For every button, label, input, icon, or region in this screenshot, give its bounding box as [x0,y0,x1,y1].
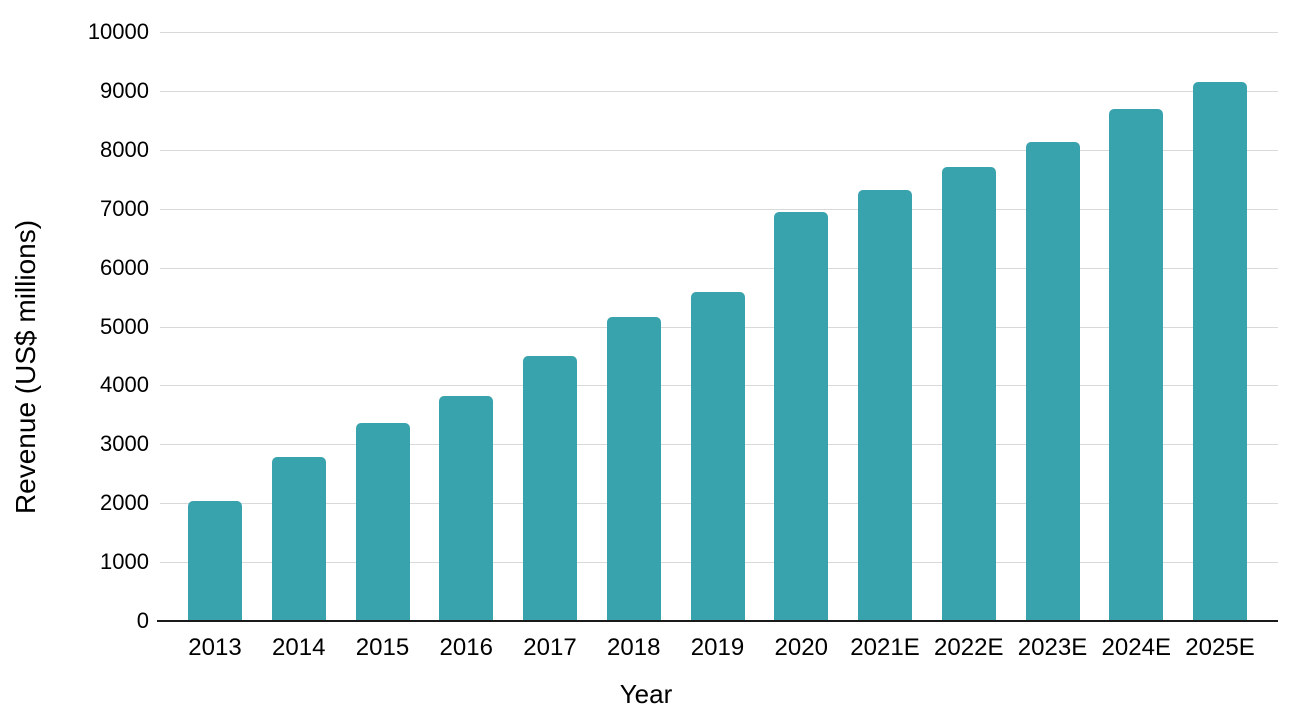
x-tick-label: 2022E [934,634,1004,661]
x-tick-label: 2016 [439,634,493,661]
y-tick-label: 5000 [100,313,149,339]
bar-2015 [355,422,410,621]
y-tick-label: 2000 [100,490,149,516]
bar-2021e [858,190,912,621]
bar-2016 [439,396,494,621]
gridline [160,208,1278,210]
gridline [160,32,1278,33]
y-tick-label: 6000 [100,254,149,280]
x-tick-label: 2023E [1017,634,1088,661]
y-tick-label: 1000 [100,549,149,575]
gridline [160,90,1278,92]
x-tick-label: 2020 [774,634,828,661]
x-tick-label: 2024E [1101,634,1171,661]
x-axis-line [157,620,1278,622]
x-tick-label: 2025E [1185,634,1255,661]
y-axis-title: Revenue (US$ millions) [10,219,41,515]
x-tick-label: 2015 [355,634,410,661]
bar-2019 [690,292,745,621]
x-tick-label: 2014 [272,634,326,661]
bar-2023e [1025,141,1080,621]
gridline [160,267,1278,269]
bar-2025e [1193,82,1247,621]
x-tick-label: 2013 [188,634,242,661]
y-tick-label: 0 [136,608,149,633]
bar-2020 [774,211,829,621]
bar-2018 [606,316,661,621]
y-tick-label: 10000 [87,19,149,44]
bar-2014 [271,457,326,621]
x-tick-label: 2018 [607,634,661,661]
x-tick-label: 2017 [523,634,577,661]
plot-area: 0 1000 2000 3000 4000 5000 6000 7000 8000 9000 100… [88,21,1278,661]
gridline [160,149,1278,151]
x-axis-title: Year [619,679,673,709]
y-tick-label: 9000 [100,77,149,103]
x-tick-label: 2019 [690,634,745,661]
bar-2017 [523,355,577,621]
y-tick-label: 3000 [100,431,149,457]
bar-2013 [188,501,242,621]
bar-2024e [1109,109,1164,621]
y-tick-label: 4000 [100,372,149,398]
y-tick-label: 7000 [100,195,149,221]
bar-2022e [941,167,996,621]
y-tick-label: 8000 [100,136,149,162]
x-tick-label: 2021E [850,634,920,661]
